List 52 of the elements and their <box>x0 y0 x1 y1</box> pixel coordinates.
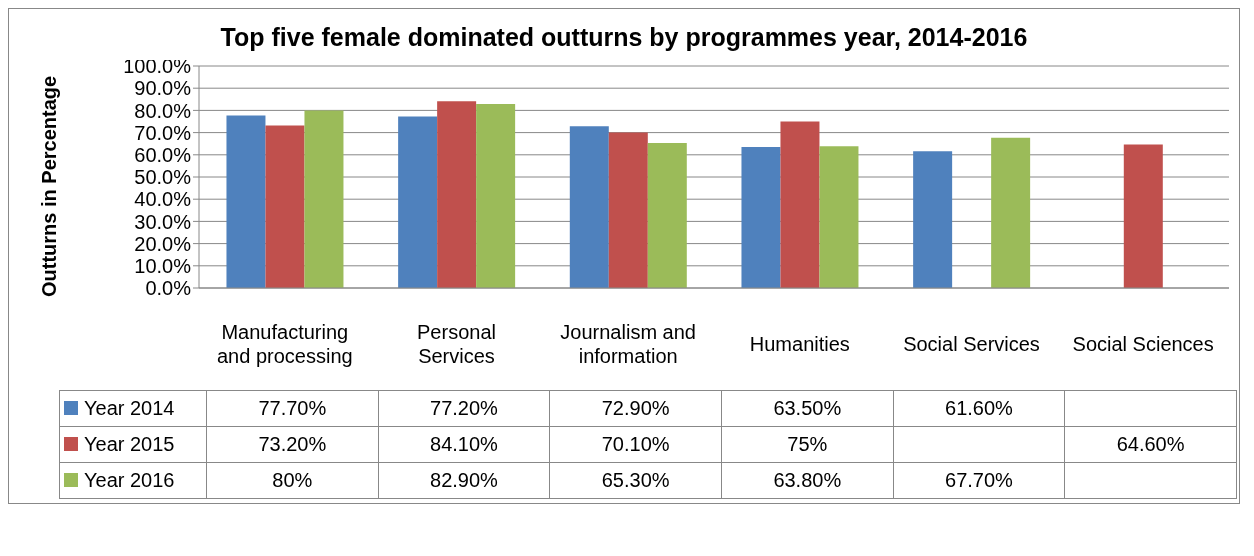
bar <box>780 121 820 288</box>
data-label: 82.90% <box>378 462 550 499</box>
bar <box>991 137 1031 288</box>
legend-label: Year 2014 <box>59 390 207 427</box>
x-tick-label: Social Sciences <box>1072 333 1214 356</box>
y-tick-label: 70.0% <box>134 121 192 144</box>
bar <box>741 147 781 288</box>
bar <box>569 126 609 288</box>
x-tick-label: Manufacturing and processing <box>217 321 353 368</box>
bar <box>647 143 687 288</box>
x-tick-label: Humanities <box>749 333 850 356</box>
bar <box>819 146 859 288</box>
bar <box>437 101 477 288</box>
data-label: 63.50% <box>721 390 894 427</box>
data-label: 77.70% <box>206 390 379 427</box>
data-label: 75% <box>721 426 894 463</box>
data-label: 84.10% <box>378 426 550 463</box>
data-label: 65.30% <box>549 462 722 499</box>
bar <box>304 110 344 288</box>
data-label: 72.90% <box>549 390 722 427</box>
y-tick-label: 20.0% <box>134 232 192 255</box>
data-label: 80% <box>206 462 379 499</box>
data-label: 77.20% <box>378 390 550 427</box>
data-label: 63.80% <box>721 462 894 499</box>
data-label: 64.60% <box>1064 426 1237 463</box>
x-tick-label: Social Services <box>903 333 1040 356</box>
x-tick-label: Journalism and information <box>560 321 696 368</box>
data-label: 70.10% <box>549 426 722 463</box>
bar <box>265 125 305 288</box>
y-tick-label: 100.0% <box>123 55 192 78</box>
y-tick-label: 90.0% <box>134 77 192 100</box>
data-label: 73.20% <box>206 426 379 463</box>
bar <box>913 151 953 288</box>
chart-title: Top five female dominated outturns by programmes year, 2014-2016 <box>220 23 1028 51</box>
data-label: 67.70% <box>893 462 1065 499</box>
y-tick-label: 50.0% <box>134 166 192 189</box>
data-label: 61.60% <box>893 390 1065 427</box>
y-tick-label: 10.0% <box>134 254 192 277</box>
bar <box>1123 144 1163 288</box>
y-tick-label: 80.0% <box>134 99 192 122</box>
bar <box>476 103 516 288</box>
y-tick-label: 60.0% <box>134 143 192 166</box>
y-axis-title: Outturns in Percentage <box>38 75 61 297</box>
y-tick-label: 0.0% <box>145 277 192 300</box>
legend-label: Year 2015 <box>59 426 207 463</box>
bar <box>226 115 266 288</box>
y-tick-label: 30.0% <box>134 210 192 233</box>
bar <box>398 116 438 288</box>
bar <box>608 132 648 288</box>
legend-label: Year 2016 <box>59 462 207 499</box>
y-tick-label: 40.0% <box>134 188 192 211</box>
x-tick-label: Personal Services <box>417 321 496 368</box>
